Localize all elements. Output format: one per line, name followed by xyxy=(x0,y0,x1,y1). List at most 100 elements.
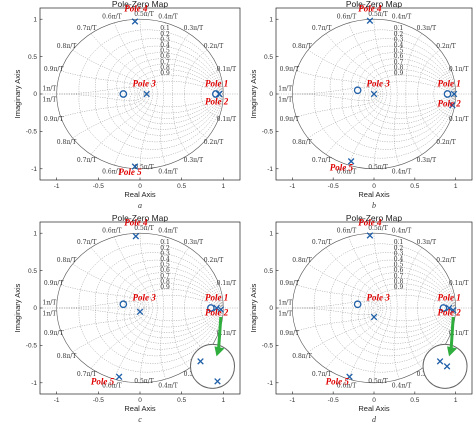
pole-marker xyxy=(143,90,150,98)
panel-caption: a xyxy=(138,201,142,210)
damping-curve xyxy=(363,93,456,125)
damping-curve xyxy=(329,38,456,95)
inset-pole-marker xyxy=(443,363,451,370)
pole-marker xyxy=(449,306,457,314)
damping-label: 0.8 xyxy=(160,64,170,71)
damping-label: 0.4 xyxy=(394,42,404,49)
y-tick-label: -0.5 xyxy=(262,129,274,136)
freq-curve xyxy=(60,284,146,309)
zoom-inset xyxy=(422,343,468,389)
damping-label: 0.3 xyxy=(394,36,404,43)
x-tick-label: 1 xyxy=(222,397,226,404)
pole-marker xyxy=(115,373,123,381)
pole-label: Pole 3 xyxy=(133,293,157,303)
freq-curve xyxy=(139,19,158,95)
damping-label: 0.2 xyxy=(160,245,170,252)
x-tick-label: 0.5 xyxy=(410,397,419,404)
x-tick-label: 0.5 xyxy=(410,183,419,190)
freq-label: 0.7π/T xyxy=(312,157,332,164)
inset-pole-marker xyxy=(214,378,221,385)
freq-curve xyxy=(348,307,387,380)
y-tick-label: -0.5 xyxy=(262,343,274,350)
zoom-arrow-head xyxy=(214,346,225,357)
pole-marker xyxy=(449,101,456,109)
damping-label: 0.5 xyxy=(394,262,404,269)
damping-label: 0.4 xyxy=(394,256,404,263)
damping-curve xyxy=(313,243,456,309)
freq-label: 0.3π/T xyxy=(184,157,204,164)
freq-label: 0.1π/T xyxy=(217,330,237,337)
x-tick-label: 1 xyxy=(454,183,458,190)
x-tick-label: 0 xyxy=(138,397,142,404)
damping-curve xyxy=(129,63,224,95)
pole-label: Pole 5 xyxy=(118,167,142,177)
y-tick-label: 0.5 xyxy=(264,268,273,275)
freq-label: 0.6π/T xyxy=(102,169,122,176)
damping-curve xyxy=(363,307,456,339)
damping-label: 0.9 xyxy=(394,70,404,77)
damping-curve xyxy=(351,52,456,95)
freq-label: 0.6π/T xyxy=(337,227,357,234)
damping-curve xyxy=(329,307,456,364)
freq-label: 0.5π/T xyxy=(134,11,154,18)
damping-label: 0.4 xyxy=(160,42,170,49)
pole-marker xyxy=(217,306,225,313)
damping-label: 0.3 xyxy=(160,250,170,257)
freq-curve xyxy=(417,93,441,139)
x-axis-label: Real Axis xyxy=(124,404,156,413)
freq-label: 0.5π/T xyxy=(368,378,388,385)
freq-label: 1π/T xyxy=(42,311,56,318)
zero-marker xyxy=(353,300,362,309)
freq-label: 0.6π/T xyxy=(337,13,357,20)
pole-marker xyxy=(131,163,139,170)
damping-curve xyxy=(351,93,456,136)
freq-curve xyxy=(405,33,423,95)
freq-label: 0.6π/T xyxy=(337,383,357,390)
zoom-arrow xyxy=(217,316,223,351)
x-tick-label: -0.5 xyxy=(93,397,105,404)
y-tick-label: -0.5 xyxy=(26,129,38,136)
freq-curve xyxy=(60,307,146,332)
freq-curve xyxy=(405,247,423,309)
pole-marker xyxy=(346,373,353,381)
damping-curve xyxy=(341,45,456,95)
pole-marker xyxy=(213,304,220,312)
freq-label: 1π/T xyxy=(278,85,292,92)
zplane-grid: 0.6π/T 0.7π/T 0.8π/T 0.9π/T 1π/T 1π/T 0.9π/T 0.… xyxy=(276,225,472,390)
y-tick-label: -1 xyxy=(31,380,37,387)
freq-curve xyxy=(307,263,381,309)
damping-curve xyxy=(329,252,456,309)
damping-curve xyxy=(351,307,456,350)
y-tick-label: 1 xyxy=(269,16,273,23)
inset-pole-marker xyxy=(436,358,444,365)
zoom-arrow xyxy=(449,316,455,351)
freq-curve xyxy=(348,236,387,309)
damping-label: 0.8 xyxy=(394,64,404,71)
y-tick-label: 0 xyxy=(269,91,273,98)
damping-curve xyxy=(107,259,224,309)
x-tick-label: 0.5 xyxy=(177,397,186,404)
damping-curve xyxy=(133,283,224,309)
damping-label: 0.7 xyxy=(160,273,170,280)
pole-label: Pole 5 xyxy=(330,162,354,172)
freq-label: 0.9π/T xyxy=(280,330,300,337)
y-tick-label: -1 xyxy=(31,166,37,173)
damping-curve xyxy=(78,93,224,159)
freq-label: 0.5π/T xyxy=(368,225,388,232)
freq-label: 0.4π/T xyxy=(158,227,178,234)
freq-curve xyxy=(60,93,146,118)
damping-curve xyxy=(94,307,224,364)
freq-label: 0.5π/T xyxy=(368,164,388,171)
x-tick-label: 0.5 xyxy=(177,183,186,190)
freq-label: 1π/T xyxy=(42,97,56,104)
freq-label: 0.2π/T xyxy=(204,257,224,264)
panel-b: Pole-Zero Map 0.6π/T 0.7π/T 0.8π/T 0.9π/T 1π/… xyxy=(249,0,473,210)
freq-label: 0.3π/T xyxy=(417,157,437,164)
damping-label: 0.2 xyxy=(394,245,404,252)
freq-label: 0.4π/T xyxy=(392,227,412,234)
freq-curve xyxy=(56,87,144,95)
pole-label: Pole 4 xyxy=(124,218,148,228)
damping-curve xyxy=(107,307,224,357)
zero-marker xyxy=(443,90,452,98)
damping-curve xyxy=(371,288,456,309)
